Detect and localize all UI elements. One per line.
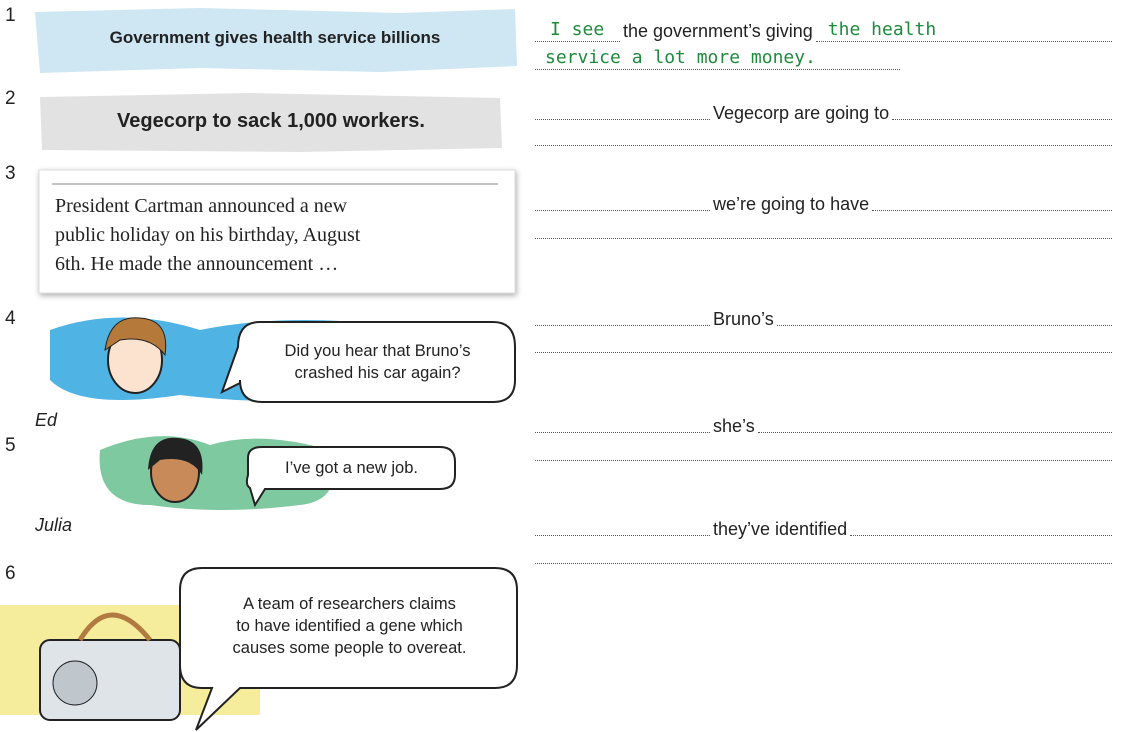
answer-line [535, 538, 1112, 568]
headline: Government gives health service billions [35, 28, 515, 48]
dotted-line [535, 238, 1112, 239]
speech-line: causes some people to overeat. [182, 637, 517, 659]
item-number: 1 [5, 5, 16, 27]
article-line: 6th. He made the announcement … [55, 250, 360, 279]
speech-line: to have identified a gene which [182, 615, 517, 637]
speech-line: crashed his car again? [240, 362, 515, 384]
prompt: the government’s giving [620, 21, 816, 42]
item-number: 5 [5, 435, 16, 457]
dotted-line [535, 563, 1112, 564]
answer-line [535, 213, 1112, 243]
dotted-line [850, 535, 1112, 536]
answer-line [535, 435, 1112, 465]
answer-line: she’s [535, 407, 1112, 437]
item-number: 2 [5, 88, 16, 110]
article-line: President Cartman announced a new [55, 192, 360, 221]
dotted-line [535, 325, 710, 326]
dotted-line [777, 325, 1112, 326]
item-number: 3 [5, 163, 16, 185]
handwriting: service a lot more money. [535, 47, 900, 70]
dotted-line [535, 352, 1112, 353]
speech: A team of researchers claims to have ide… [182, 593, 517, 659]
dotted-line [535, 145, 1112, 146]
item-number: 6 [5, 563, 16, 585]
article: President Cartman announced a new public… [55, 192, 360, 279]
speech: I’ve got a new job. [248, 457, 455, 479]
dotted-line [535, 432, 710, 433]
dotted-line [535, 535, 710, 536]
worksheet: 1 Government gives health service billio… [0, 0, 1122, 732]
prompt: she’s [710, 416, 758, 437]
dotted-line [535, 210, 710, 211]
dotted-line [758, 432, 1112, 433]
speech-line: Did you hear that Bruno’s [240, 340, 515, 362]
handwriting: I see [535, 19, 620, 42]
answer-line [535, 327, 1112, 357]
speech-line: I’ve got a new job. [248, 457, 455, 479]
answer-line [535, 120, 1112, 150]
speaker: Ed [35, 410, 57, 431]
speaker: Julia [35, 515, 72, 536]
answer-line: Bruno’s [535, 300, 1112, 330]
speech-line: A team of researchers claims [182, 593, 517, 615]
dotted-line [535, 460, 1112, 461]
item-number: 4 [5, 308, 16, 330]
answer-line: we’re going to have [535, 185, 1112, 215]
answer-line: I see the government’s giving the health [535, 12, 1112, 42]
dotted-line [872, 210, 1112, 211]
answer-line: they’ve identified [535, 510, 1112, 540]
prompt: they’ve identified [710, 519, 850, 540]
speaker-grill [53, 661, 97, 705]
article-line: public holiday on his birthday, August [55, 221, 360, 250]
speech: Did you hear that Bruno’s crashed his ca… [240, 340, 515, 384]
answer-line: service a lot more money. [535, 40, 1112, 70]
headline: Vegecorp to sack 1,000 workers. [40, 110, 502, 133]
handwriting: the health [816, 19, 1112, 42]
prompt: we’re going to have [710, 194, 872, 215]
